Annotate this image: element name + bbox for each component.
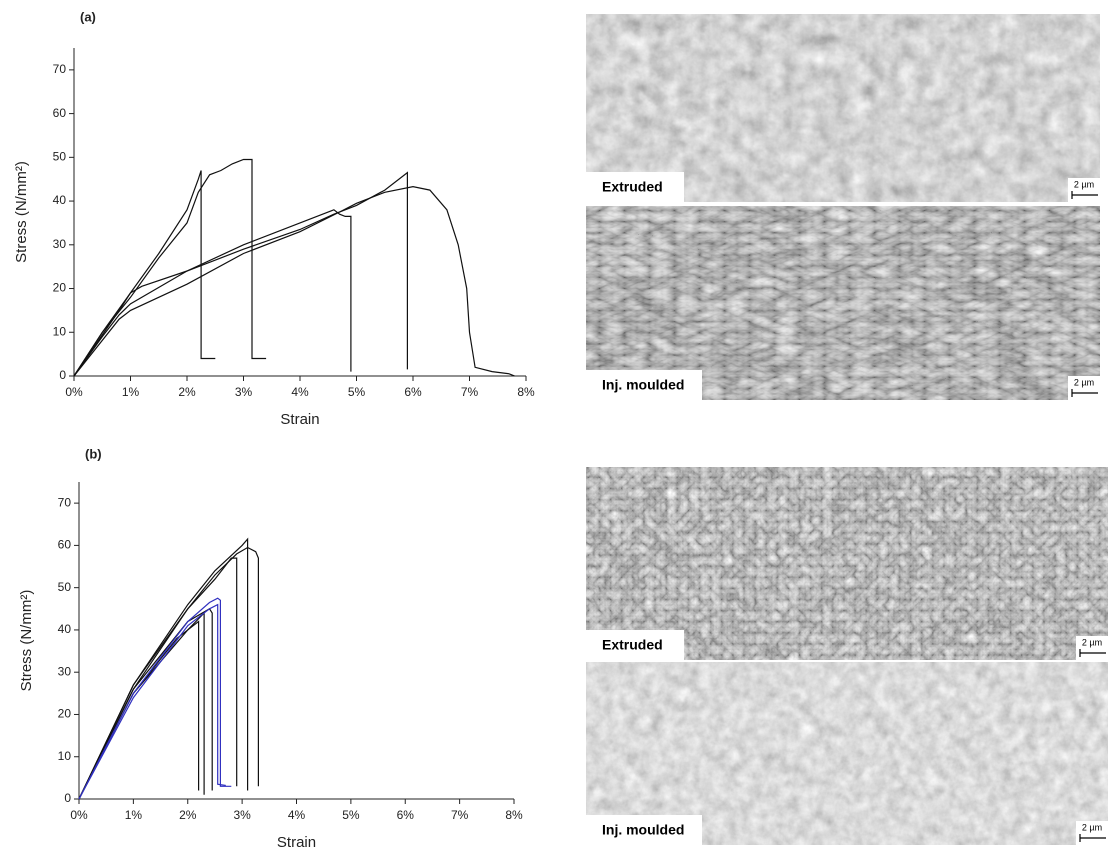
x-tick-label: 0% [65, 385, 83, 399]
label-box [586, 370, 702, 400]
x-tick-label: 4% [288, 808, 306, 822]
stress-strain-curve [78, 546, 259, 800]
y-tick-label: 20 [53, 281, 67, 295]
scale-box [1076, 821, 1108, 845]
stress-strain-curve [78, 597, 232, 800]
x-axis-title: Strain [280, 411, 319, 428]
x-tick-label: 4% [291, 385, 309, 399]
sem-image [586, 206, 1100, 400]
y-tick-label: 60 [53, 106, 67, 120]
y-tick-label: 40 [58, 622, 72, 636]
y-tick-label: 10 [53, 324, 67, 338]
scale-label: 2 µm [1082, 637, 1102, 647]
micrograph: Extruded 2 µm [586, 14, 1100, 202]
micrograph: Inj. moulded 2 µm [586, 206, 1100, 400]
y-tick-label: 0 [64, 791, 71, 805]
scale-label: 2 µm [1082, 822, 1102, 832]
stress-strain-curve [73, 209, 352, 377]
stress-strain-curve [78, 603, 226, 800]
scale-label: 2 µm [1074, 377, 1094, 387]
micrograph-label: Extruded [602, 179, 663, 195]
y-tick-label: 70 [58, 495, 72, 509]
label-box [586, 172, 684, 202]
x-tick-label: 6% [397, 808, 415, 822]
y-tick-label: 0 [59, 368, 66, 382]
micrograph-label: Inj. moulded [602, 822, 684, 838]
y-tick-label: 30 [58, 664, 72, 678]
micrograph-label: Extruded [602, 637, 663, 653]
x-tick-label: 0% [70, 808, 88, 822]
sem-image [586, 14, 1100, 202]
x-tick-label: 8% [505, 808, 523, 822]
scale-box [1068, 376, 1100, 400]
y-tick-label: 40 [53, 193, 67, 207]
x-tick-label: 6% [404, 385, 422, 399]
x-tick-label: 7% [461, 385, 479, 399]
stress-strain-curve [78, 537, 249, 800]
y-tick-label: 20 [58, 707, 72, 721]
scale-box [1068, 178, 1100, 202]
micrograph: Extruded 2 µm [586, 467, 1108, 660]
stress-strain-curve [78, 620, 200, 800]
label-box [586, 630, 684, 660]
sem-image [586, 467, 1108, 660]
x-tick-label: 5% [342, 808, 360, 822]
stress-strain-curve [78, 607, 213, 800]
scale-box [1076, 636, 1108, 660]
x-tick-label: 1% [122, 385, 140, 399]
scale-label: 2 µm [1074, 179, 1094, 189]
stress-strain-curve [78, 557, 238, 800]
panel-label: (a) [80, 9, 96, 24]
panel-label: (b) [85, 446, 102, 461]
x-tick-label: 2% [179, 808, 197, 822]
x-tick-label: 5% [348, 385, 366, 399]
y-tick-label: 50 [58, 580, 72, 594]
sem-image [586, 662, 1108, 845]
y-axis-title: Stress (N/mm²) [18, 590, 35, 692]
x-tick-label: 1% [125, 808, 143, 822]
stress-strain-curve [73, 185, 515, 377]
stress-strain-curve [73, 170, 216, 377]
x-tick-label: 3% [235, 385, 253, 399]
y-tick-label: 60 [58, 538, 72, 552]
y-tick-label: 10 [58, 749, 72, 763]
y-axis-title: Stress (N/mm²) [13, 161, 30, 263]
x-tick-label: 3% [233, 808, 251, 822]
label-box [586, 815, 702, 845]
y-tick-label: 50 [53, 150, 67, 164]
x-axis-title: Strain [277, 834, 316, 850]
y-tick-label: 70 [53, 62, 67, 76]
micrograph: Inj. moulded 2 µm [586, 662, 1108, 845]
stress-strain-curve [73, 171, 408, 377]
x-tick-label: 7% [451, 808, 469, 822]
micrograph-label: Inj. moulded [602, 377, 684, 393]
x-tick-label: 8% [517, 385, 535, 399]
y-tick-label: 30 [53, 237, 67, 251]
stress-strain-curve [78, 611, 205, 800]
stress-strain-curve [73, 158, 267, 377]
x-tick-label: 2% [178, 385, 196, 399]
